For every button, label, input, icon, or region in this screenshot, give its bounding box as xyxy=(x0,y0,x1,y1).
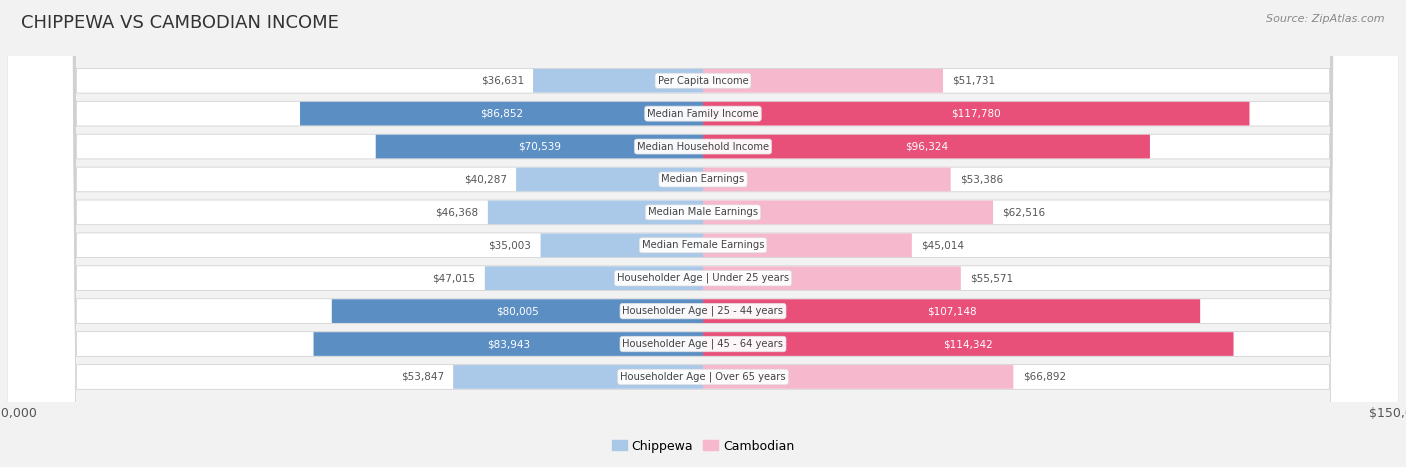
FancyBboxPatch shape xyxy=(7,0,1399,467)
Text: $45,014: $45,014 xyxy=(921,241,965,250)
FancyBboxPatch shape xyxy=(7,0,1399,467)
Text: Source: ZipAtlas.com: Source: ZipAtlas.com xyxy=(1267,14,1385,24)
Legend: Chippewa, Cambodian: Chippewa, Cambodian xyxy=(606,435,800,458)
FancyBboxPatch shape xyxy=(488,200,703,224)
FancyBboxPatch shape xyxy=(485,266,703,290)
Text: Median Earnings: Median Earnings xyxy=(661,175,745,184)
FancyBboxPatch shape xyxy=(7,0,1399,467)
Text: Median Female Earnings: Median Female Earnings xyxy=(641,241,765,250)
FancyBboxPatch shape xyxy=(703,168,950,191)
Text: Householder Age | Under 25 years: Householder Age | Under 25 years xyxy=(617,273,789,283)
Text: $51,731: $51,731 xyxy=(952,76,995,86)
Text: $35,003: $35,003 xyxy=(488,241,531,250)
FancyBboxPatch shape xyxy=(703,299,1201,323)
Text: $55,571: $55,571 xyxy=(970,273,1014,283)
Text: $53,847: $53,847 xyxy=(401,372,444,382)
FancyBboxPatch shape xyxy=(703,234,912,257)
Text: CHIPPEWA VS CAMBODIAN INCOME: CHIPPEWA VS CAMBODIAN INCOME xyxy=(21,14,339,32)
Text: Householder Age | 25 - 44 years: Householder Age | 25 - 44 years xyxy=(623,306,783,316)
FancyBboxPatch shape xyxy=(7,0,1399,467)
FancyBboxPatch shape xyxy=(7,0,1399,467)
FancyBboxPatch shape xyxy=(332,299,703,323)
Text: $62,516: $62,516 xyxy=(1002,207,1046,217)
Text: Householder Age | Over 65 years: Householder Age | Over 65 years xyxy=(620,372,786,382)
FancyBboxPatch shape xyxy=(7,0,1399,467)
FancyBboxPatch shape xyxy=(533,69,703,92)
Text: Per Capita Income: Per Capita Income xyxy=(658,76,748,86)
Text: $86,852: $86,852 xyxy=(479,109,523,119)
Text: $66,892: $66,892 xyxy=(1022,372,1066,382)
Text: $107,148: $107,148 xyxy=(927,306,976,316)
FancyBboxPatch shape xyxy=(314,332,703,356)
Text: $83,943: $83,943 xyxy=(486,339,530,349)
Text: $70,539: $70,539 xyxy=(517,142,561,152)
Text: $114,342: $114,342 xyxy=(943,339,993,349)
FancyBboxPatch shape xyxy=(703,134,1150,158)
Text: $53,386: $53,386 xyxy=(960,175,1002,184)
FancyBboxPatch shape xyxy=(453,365,703,389)
FancyBboxPatch shape xyxy=(7,0,1399,467)
FancyBboxPatch shape xyxy=(703,200,993,224)
FancyBboxPatch shape xyxy=(703,365,1014,389)
Text: Median Male Earnings: Median Male Earnings xyxy=(648,207,758,217)
FancyBboxPatch shape xyxy=(516,168,703,191)
Text: $46,368: $46,368 xyxy=(436,207,478,217)
Text: Median Family Income: Median Family Income xyxy=(647,109,759,119)
FancyBboxPatch shape xyxy=(7,0,1399,467)
FancyBboxPatch shape xyxy=(703,332,1233,356)
FancyBboxPatch shape xyxy=(375,134,703,158)
Text: $40,287: $40,287 xyxy=(464,175,506,184)
FancyBboxPatch shape xyxy=(703,102,1250,126)
Text: $47,015: $47,015 xyxy=(433,273,475,283)
FancyBboxPatch shape xyxy=(540,234,703,257)
FancyBboxPatch shape xyxy=(299,102,703,126)
Text: $36,631: $36,631 xyxy=(481,76,524,86)
FancyBboxPatch shape xyxy=(7,0,1399,467)
Text: Median Household Income: Median Household Income xyxy=(637,142,769,152)
Text: $96,324: $96,324 xyxy=(905,142,948,152)
FancyBboxPatch shape xyxy=(703,266,960,290)
Text: Householder Age | 45 - 64 years: Householder Age | 45 - 64 years xyxy=(623,339,783,349)
Text: $117,780: $117,780 xyxy=(952,109,1001,119)
FancyBboxPatch shape xyxy=(7,0,1399,467)
FancyBboxPatch shape xyxy=(703,69,943,92)
Text: $80,005: $80,005 xyxy=(496,306,538,316)
